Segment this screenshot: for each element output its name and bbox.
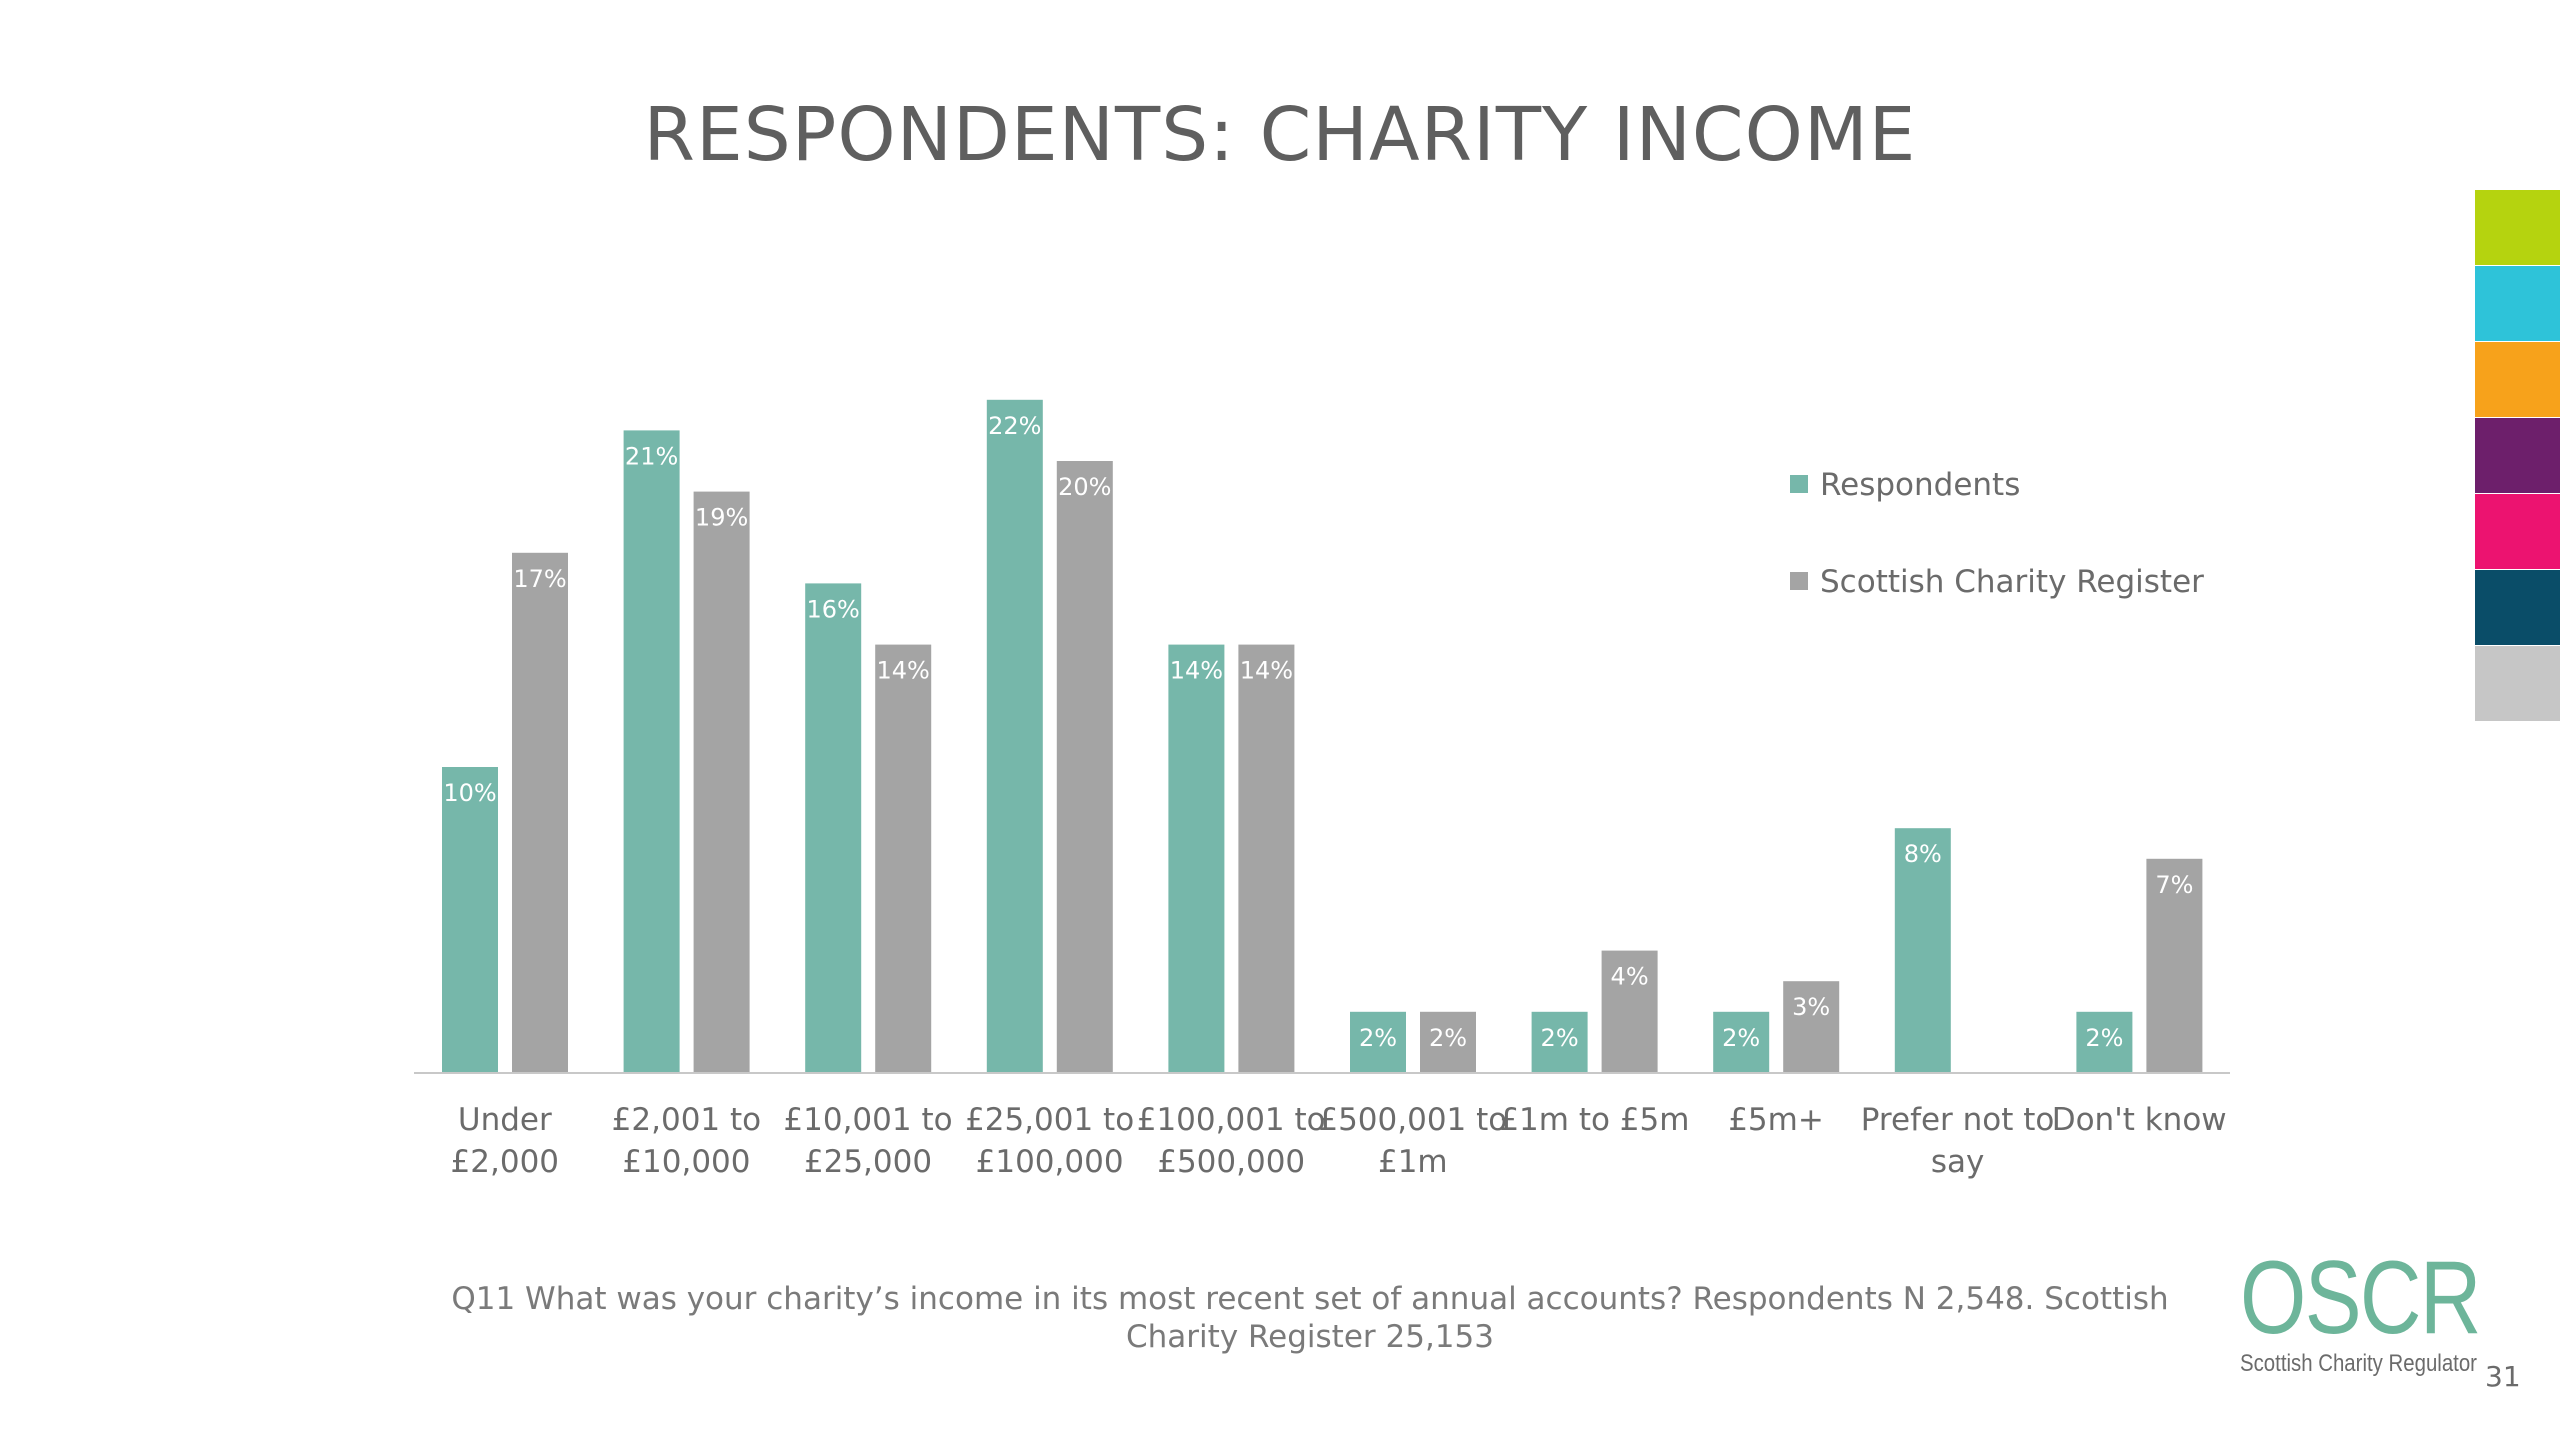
bar-register-7 — [1601, 950, 1658, 1073]
bar-register-4 — [1056, 461, 1113, 1073]
bar-respondents-10 — [2076, 1011, 2133, 1073]
bar-register-1 — [512, 552, 568, 1073]
bar-register-3 — [875, 644, 932, 1073]
chart-legend: Respondents Scottish Charity Register — [1790, 467, 2204, 600]
data-label-respondents-8: 2% — [1722, 1024, 1760, 1052]
color-swatch-2 — [2475, 266, 2560, 341]
category-label-5: £100,001 to £500,000 — [1137, 1102, 1326, 1180]
logo-mark: OSCR — [2240, 1240, 2481, 1356]
color-swatch-6 — [2475, 570, 2560, 645]
color-swatch-7 — [2475, 646, 2560, 721]
data-label-respondents-9: 8% — [1904, 840, 1942, 868]
data-label-register-3: 14% — [877, 657, 930, 685]
data-label-respondents-5: 14% — [1170, 657, 1223, 685]
logo-subtitle: Scottish Charity Regulator — [2240, 1350, 2477, 1377]
bars-layer — [442, 399, 2203, 1074]
data-label-register-10: 7% — [2155, 871, 2193, 899]
data-label-register-4: 20% — [1058, 473, 1111, 501]
legend-swatch-1 — [1790, 475, 1808, 493]
brand-color-strip — [2475, 190, 2560, 722]
bar-respondents-7 — [1531, 1011, 1588, 1073]
oscr-logo: OSCR Scottish Charity Regulator — [2240, 1240, 2500, 1378]
data-label-respondents-3: 16% — [807, 595, 860, 623]
category-label-9: Prefer not to say — [1861, 1102, 2055, 1180]
category-label-4: £25,001 to £100,000 — [965, 1102, 1134, 1180]
data-label-respondents-4: 22% — [988, 412, 1041, 440]
category-label-1: Under £2,000 — [451, 1102, 559, 1180]
bar-register-10 — [2146, 858, 2203, 1073]
question-caption: Q11 What was your charity’s income in it… — [451, 1281, 2169, 1355]
page-number: 31 — [2485, 1360, 2521, 1393]
data-label-register-7: 4% — [1611, 963, 1649, 991]
legend-swatch-2 — [1790, 572, 1808, 590]
data-label-register-1: 17% — [513, 565, 566, 593]
data-label-register-5: 14% — [1240, 657, 1293, 685]
data-label-respondents-10: 2% — [2085, 1024, 2123, 1052]
data-label-register-2: 19% — [695, 504, 748, 532]
color-swatch-1 — [2475, 190, 2560, 265]
bar-register-5 — [1238, 644, 1295, 1073]
category-labels-layer: Under £2,000 £2,001 to £10,000 £10,001 to £25… — [451, 1102, 2227, 1180]
data-labels-layer: 10% 21% 16% 22% 14% 2% 2% 2% 8% 2% 17% 19% 14% 20% 14%… — [443, 412, 2193, 1052]
category-label-2: £2,001 to £10,000 — [612, 1102, 761, 1180]
bar-respondents-2 — [623, 430, 680, 1073]
category-label-6: £500,001 to £1m — [1318, 1102, 1507, 1180]
data-label-respondents-1: 10% — [443, 779, 496, 807]
slide-title: RESPONDENTS: CHARITY INCOME — [643, 92, 1917, 178]
data-label-register-8: 3% — [1792, 993, 1830, 1021]
bar-register-8 — [1783, 981, 1840, 1073]
category-label-10: Don't know — [2052, 1102, 2227, 1138]
color-swatch-4 — [2475, 418, 2560, 493]
legend-label-2: Scottish Charity Register — [1820, 564, 2204, 600]
bar-register-6 — [1420, 1011, 1476, 1073]
category-label-7: £1m to £5m — [1499, 1102, 1689, 1138]
bar-respondents-4 — [986, 399, 1043, 1073]
bar-respondents-1 — [442, 767, 498, 1073]
category-label-3: £10,001 to £25,000 — [783, 1102, 952, 1180]
color-swatch-5 — [2475, 494, 2560, 569]
bar-respondents-6 — [1350, 1011, 1406, 1073]
color-swatch-3 — [2475, 342, 2560, 417]
bar-respondents-8 — [1713, 1011, 1770, 1073]
data-label-respondents-7: 2% — [1541, 1024, 1579, 1052]
bar-register-2 — [693, 491, 750, 1074]
bar-respondents-5 — [1168, 644, 1225, 1073]
data-label-respondents-2: 21% — [625, 442, 678, 470]
data-label-respondents-6: 2% — [1359, 1024, 1397, 1052]
legend-label-1: Respondents — [1820, 467, 2020, 503]
bar-respondents-3 — [805, 583, 862, 1073]
bar-respondents-9 — [1894, 828, 1951, 1073]
category-label-8: £5m+ — [1728, 1102, 1824, 1138]
data-label-register-6: 2% — [1429, 1024, 1467, 1052]
